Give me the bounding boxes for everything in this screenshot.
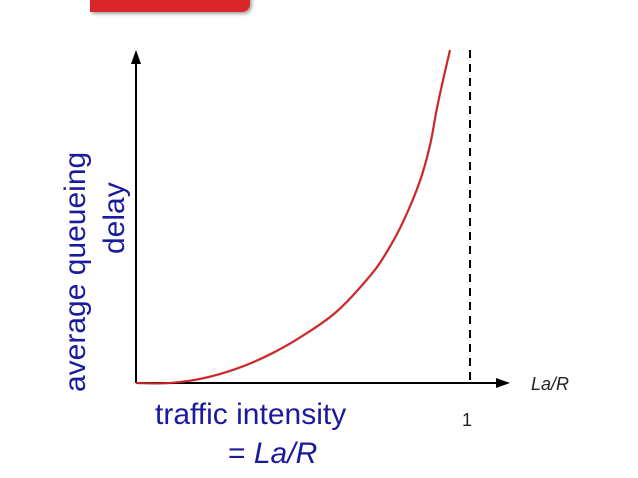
delay-curve-series xyxy=(135,49,451,385)
y-axis-label-line2: delay xyxy=(98,182,131,254)
x-axis-label-prefix: = xyxy=(228,437,254,470)
x-axis-arrow xyxy=(496,378,510,388)
x-axis-end-label: La/R xyxy=(531,374,569,394)
y-axis-label-line1: average queueing xyxy=(59,152,92,392)
asymptote-tick-label: 1 xyxy=(462,410,472,430)
x-axis-label-italic: La/R xyxy=(254,437,317,470)
x-axis-label-line2: = La/R xyxy=(228,437,317,470)
decorative-top-bar xyxy=(90,0,250,12)
x-axis-label-line1: traffic intensity xyxy=(155,398,346,431)
delay-curve-shadow xyxy=(136,50,452,385)
y-axis-arrow xyxy=(131,50,141,64)
